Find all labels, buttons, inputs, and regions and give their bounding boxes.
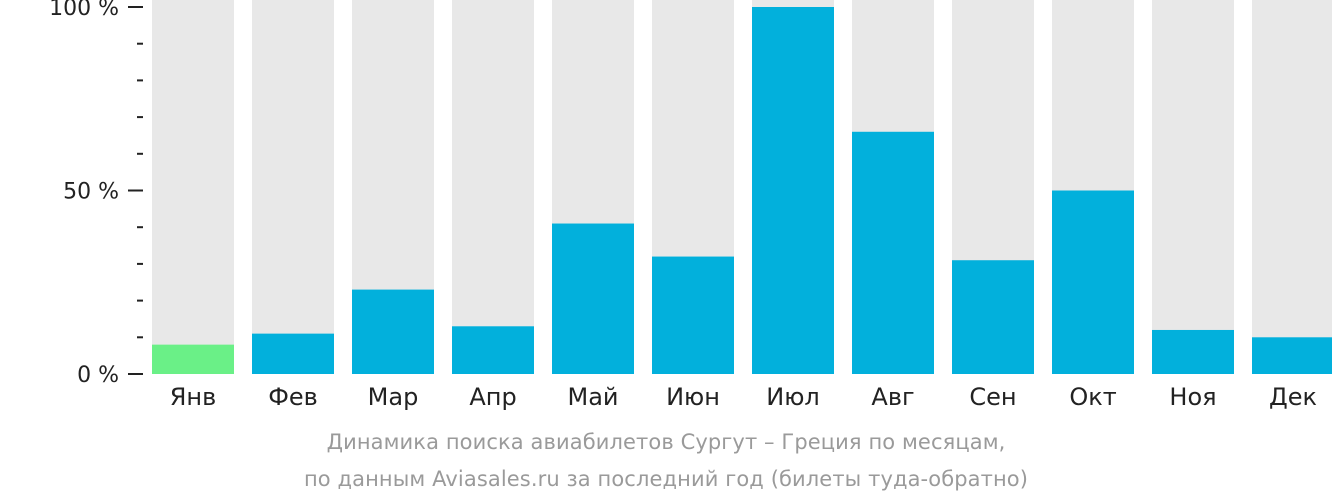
chart-caption-line-1: Динамика поиска авиабилетов Сургут – Гре… — [326, 430, 1006, 454]
bar — [552, 223, 634, 374]
bar-track — [452, 0, 534, 374]
y-tick-label: 100 % — [49, 0, 119, 21]
y-tick-label: 0 % — [77, 363, 119, 388]
bar — [452, 326, 534, 374]
x-axis: Янв Фев Мар Апр Май Июн Июл Авг Сен Окт Ноя Дек — [170, 383, 1317, 411]
x-tick-label: Июн — [666, 383, 720, 411]
x-tick-label: Фев — [268, 383, 318, 411]
bar — [852, 131, 934, 374]
chart-caption-line-2: по данным Aviasales.ru за последний год … — [303, 467, 1029, 491]
bar-track — [152, 0, 234, 374]
bars-group — [152, 0, 1332, 374]
bar-chart: 0 % 50 % 100 % Янв Фев Мар Апр Май Июн Июл Авг Сен… — [49, 0, 1332, 411]
x-tick-label: Сен — [969, 383, 1016, 411]
x-tick-label: Апр — [469, 383, 516, 411]
x-tick-label: Окт — [1069, 383, 1116, 411]
bar-track — [1252, 0, 1332, 374]
bar-track — [1152, 0, 1234, 374]
bar — [1252, 337, 1332, 374]
bar — [252, 333, 334, 374]
x-tick-label: Янв — [170, 383, 217, 411]
x-tick-label: Авг — [871, 383, 914, 411]
y-tick-label: 50 % — [63, 180, 119, 205]
bar — [352, 289, 434, 374]
bar — [1152, 329, 1234, 374]
bar — [1052, 190, 1134, 374]
bar — [152, 344, 234, 374]
bar — [752, 7, 834, 374]
x-tick-label: Ноя — [1169, 383, 1216, 411]
bar — [652, 256, 734, 374]
x-tick-label: Мар — [368, 383, 419, 411]
bar-track — [252, 0, 334, 374]
y-axis: 0 % 50 % 100 % — [49, 0, 143, 388]
x-tick-label: Дек — [1269, 383, 1317, 411]
x-tick-label: Июл — [766, 383, 820, 411]
bar — [952, 260, 1034, 374]
x-tick-label: Май — [567, 383, 618, 411]
